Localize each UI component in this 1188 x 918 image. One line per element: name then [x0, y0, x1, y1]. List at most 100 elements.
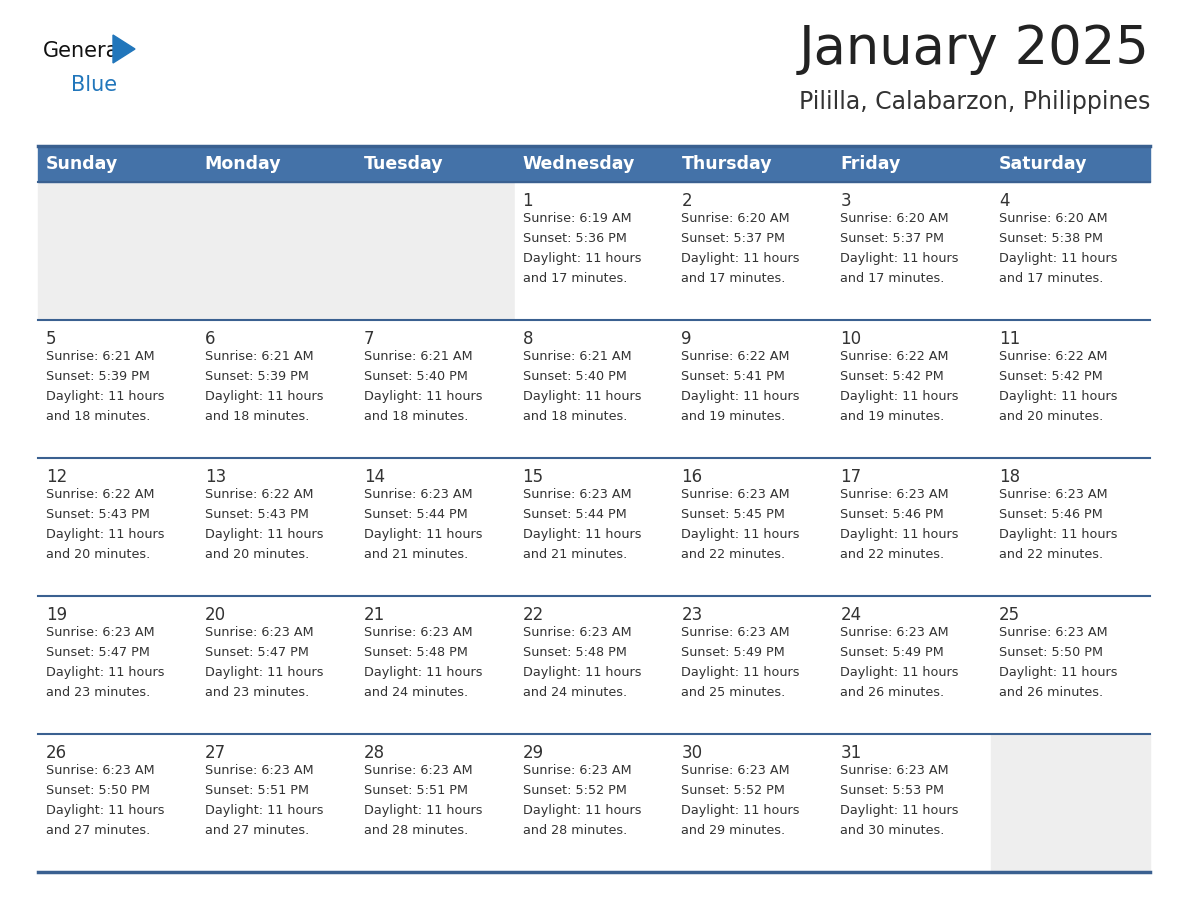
Bar	[514, 320, 674, 458]
Text: Sunrise: 6:23 AM: Sunrise: 6:23 AM	[840, 626, 949, 639]
Text: and 21 minutes.: and 21 minutes.	[523, 548, 627, 561]
Bar	[355, 320, 514, 458]
Text: Sunset: 5:50 PM: Sunset: 5:50 PM	[46, 784, 150, 797]
Bar	[833, 182, 991, 320]
Text: Daylight: 11 hours: Daylight: 11 hours	[204, 528, 323, 541]
Text: 10: 10	[840, 330, 861, 348]
Bar	[833, 458, 991, 596]
Text: 16: 16	[682, 468, 702, 486]
Text: Sunrise: 6:23 AM: Sunrise: 6:23 AM	[364, 764, 473, 777]
Text: Sunrise: 6:23 AM: Sunrise: 6:23 AM	[523, 626, 631, 639]
Text: Daylight: 11 hours: Daylight: 11 hours	[682, 528, 800, 541]
Text: Sunrise: 6:22 AM: Sunrise: 6:22 AM	[46, 488, 154, 501]
Text: Daylight: 11 hours: Daylight: 11 hours	[682, 804, 800, 817]
Text: and 20 minutes.: and 20 minutes.	[999, 410, 1104, 423]
Text: Daylight: 11 hours: Daylight: 11 hours	[840, 390, 959, 403]
Bar	[197, 320, 355, 458]
Text: and 17 minutes.: and 17 minutes.	[840, 272, 944, 285]
Text: Sunrise: 6:23 AM: Sunrise: 6:23 AM	[999, 626, 1107, 639]
Text: 8: 8	[523, 330, 533, 348]
Text: Sunset: 5:40 PM: Sunset: 5:40 PM	[364, 370, 468, 383]
Text: Sunrise: 6:21 AM: Sunrise: 6:21 AM	[46, 350, 154, 363]
Text: Daylight: 11 hours: Daylight: 11 hours	[364, 528, 482, 541]
Bar	[197, 182, 355, 320]
Text: 5: 5	[46, 330, 57, 348]
Text: Sunrise: 6:23 AM: Sunrise: 6:23 AM	[364, 626, 473, 639]
Text: Sunset: 5:50 PM: Sunset: 5:50 PM	[999, 646, 1104, 659]
Text: Sunset: 5:46 PM: Sunset: 5:46 PM	[840, 508, 944, 521]
Text: Sunset: 5:47 PM: Sunset: 5:47 PM	[204, 646, 309, 659]
Text: Daylight: 11 hours: Daylight: 11 hours	[840, 528, 959, 541]
Bar	[355, 734, 514, 872]
Bar	[674, 458, 833, 596]
Bar	[38, 458, 197, 596]
Text: 1: 1	[523, 192, 533, 210]
Text: Sunset: 5:41 PM: Sunset: 5:41 PM	[682, 370, 785, 383]
Text: Sunrise: 6:23 AM: Sunrise: 6:23 AM	[840, 764, 949, 777]
Text: and 22 minutes.: and 22 minutes.	[999, 548, 1104, 561]
Text: and 27 minutes.: and 27 minutes.	[204, 824, 309, 837]
Text: and 28 minutes.: and 28 minutes.	[523, 824, 627, 837]
Text: and 18 minutes.: and 18 minutes.	[204, 410, 309, 423]
Text: Daylight: 11 hours: Daylight: 11 hours	[523, 390, 642, 403]
Bar	[674, 734, 833, 872]
Text: Daylight: 11 hours: Daylight: 11 hours	[999, 390, 1118, 403]
Text: Sunrise: 6:23 AM: Sunrise: 6:23 AM	[204, 626, 314, 639]
Text: Sunset: 5:49 PM: Sunset: 5:49 PM	[682, 646, 785, 659]
Text: 21: 21	[364, 606, 385, 624]
Text: Daylight: 11 hours: Daylight: 11 hours	[682, 252, 800, 265]
Text: Daylight: 11 hours: Daylight: 11 hours	[523, 804, 642, 817]
Text: and 30 minutes.: and 30 minutes.	[840, 824, 944, 837]
Bar	[197, 596, 355, 734]
Text: Sunset: 5:45 PM: Sunset: 5:45 PM	[682, 508, 785, 521]
Text: and 17 minutes.: and 17 minutes.	[682, 272, 785, 285]
Text: 31: 31	[840, 744, 861, 762]
Bar	[991, 734, 1150, 872]
Bar	[38, 146, 1150, 182]
Text: 19: 19	[46, 606, 68, 624]
Text: Sunrise: 6:23 AM: Sunrise: 6:23 AM	[840, 488, 949, 501]
Text: Daylight: 11 hours: Daylight: 11 hours	[364, 804, 482, 817]
Text: Sunset: 5:36 PM: Sunset: 5:36 PM	[523, 232, 626, 245]
Text: Sunset: 5:49 PM: Sunset: 5:49 PM	[840, 646, 944, 659]
Text: and 20 minutes.: and 20 minutes.	[204, 548, 309, 561]
Text: Sunset: 5:53 PM: Sunset: 5:53 PM	[840, 784, 944, 797]
Text: and 24 minutes.: and 24 minutes.	[523, 686, 627, 699]
Bar	[991, 458, 1150, 596]
Text: Daylight: 11 hours: Daylight: 11 hours	[999, 528, 1118, 541]
Text: and 20 minutes.: and 20 minutes.	[46, 548, 150, 561]
Text: 29: 29	[523, 744, 544, 762]
Bar	[514, 458, 674, 596]
Text: Daylight: 11 hours: Daylight: 11 hours	[523, 528, 642, 541]
Text: Sunset: 5:40 PM: Sunset: 5:40 PM	[523, 370, 626, 383]
Bar	[833, 596, 991, 734]
Text: Sunrise: 6:20 AM: Sunrise: 6:20 AM	[840, 212, 949, 225]
Text: 28: 28	[364, 744, 385, 762]
Text: and 18 minutes.: and 18 minutes.	[364, 410, 468, 423]
Text: Sunrise: 6:22 AM: Sunrise: 6:22 AM	[682, 350, 790, 363]
Text: Daylight: 11 hours: Daylight: 11 hours	[204, 390, 323, 403]
Text: Sunset: 5:48 PM: Sunset: 5:48 PM	[523, 646, 626, 659]
Text: Sunrise: 6:23 AM: Sunrise: 6:23 AM	[523, 488, 631, 501]
Text: Daylight: 11 hours: Daylight: 11 hours	[682, 666, 800, 679]
Text: Sunrise: 6:23 AM: Sunrise: 6:23 AM	[682, 488, 790, 501]
Text: Daylight: 11 hours: Daylight: 11 hours	[204, 804, 323, 817]
Text: Sunrise: 6:21 AM: Sunrise: 6:21 AM	[204, 350, 314, 363]
Text: Daylight: 11 hours: Daylight: 11 hours	[364, 390, 482, 403]
Text: Daylight: 11 hours: Daylight: 11 hours	[46, 390, 164, 403]
Text: Sunset: 5:52 PM: Sunset: 5:52 PM	[523, 784, 626, 797]
Text: 23: 23	[682, 606, 702, 624]
Text: 20: 20	[204, 606, 226, 624]
Text: Daylight: 11 hours: Daylight: 11 hours	[999, 252, 1118, 265]
Bar	[197, 734, 355, 872]
Text: Sunrise: 6:21 AM: Sunrise: 6:21 AM	[364, 350, 473, 363]
Text: Sunset: 5:47 PM: Sunset: 5:47 PM	[46, 646, 150, 659]
Bar	[38, 734, 197, 872]
Text: Pililla, Calabarzon, Philippines: Pililla, Calabarzon, Philippines	[798, 90, 1150, 114]
Text: and 24 minutes.: and 24 minutes.	[364, 686, 468, 699]
Text: Sunset: 5:51 PM: Sunset: 5:51 PM	[364, 784, 468, 797]
Text: Sunrise: 6:21 AM: Sunrise: 6:21 AM	[523, 350, 631, 363]
Text: Daylight: 11 hours: Daylight: 11 hours	[46, 666, 164, 679]
Text: and 17 minutes.: and 17 minutes.	[999, 272, 1104, 285]
Text: Wednesday: Wednesday	[523, 155, 634, 173]
